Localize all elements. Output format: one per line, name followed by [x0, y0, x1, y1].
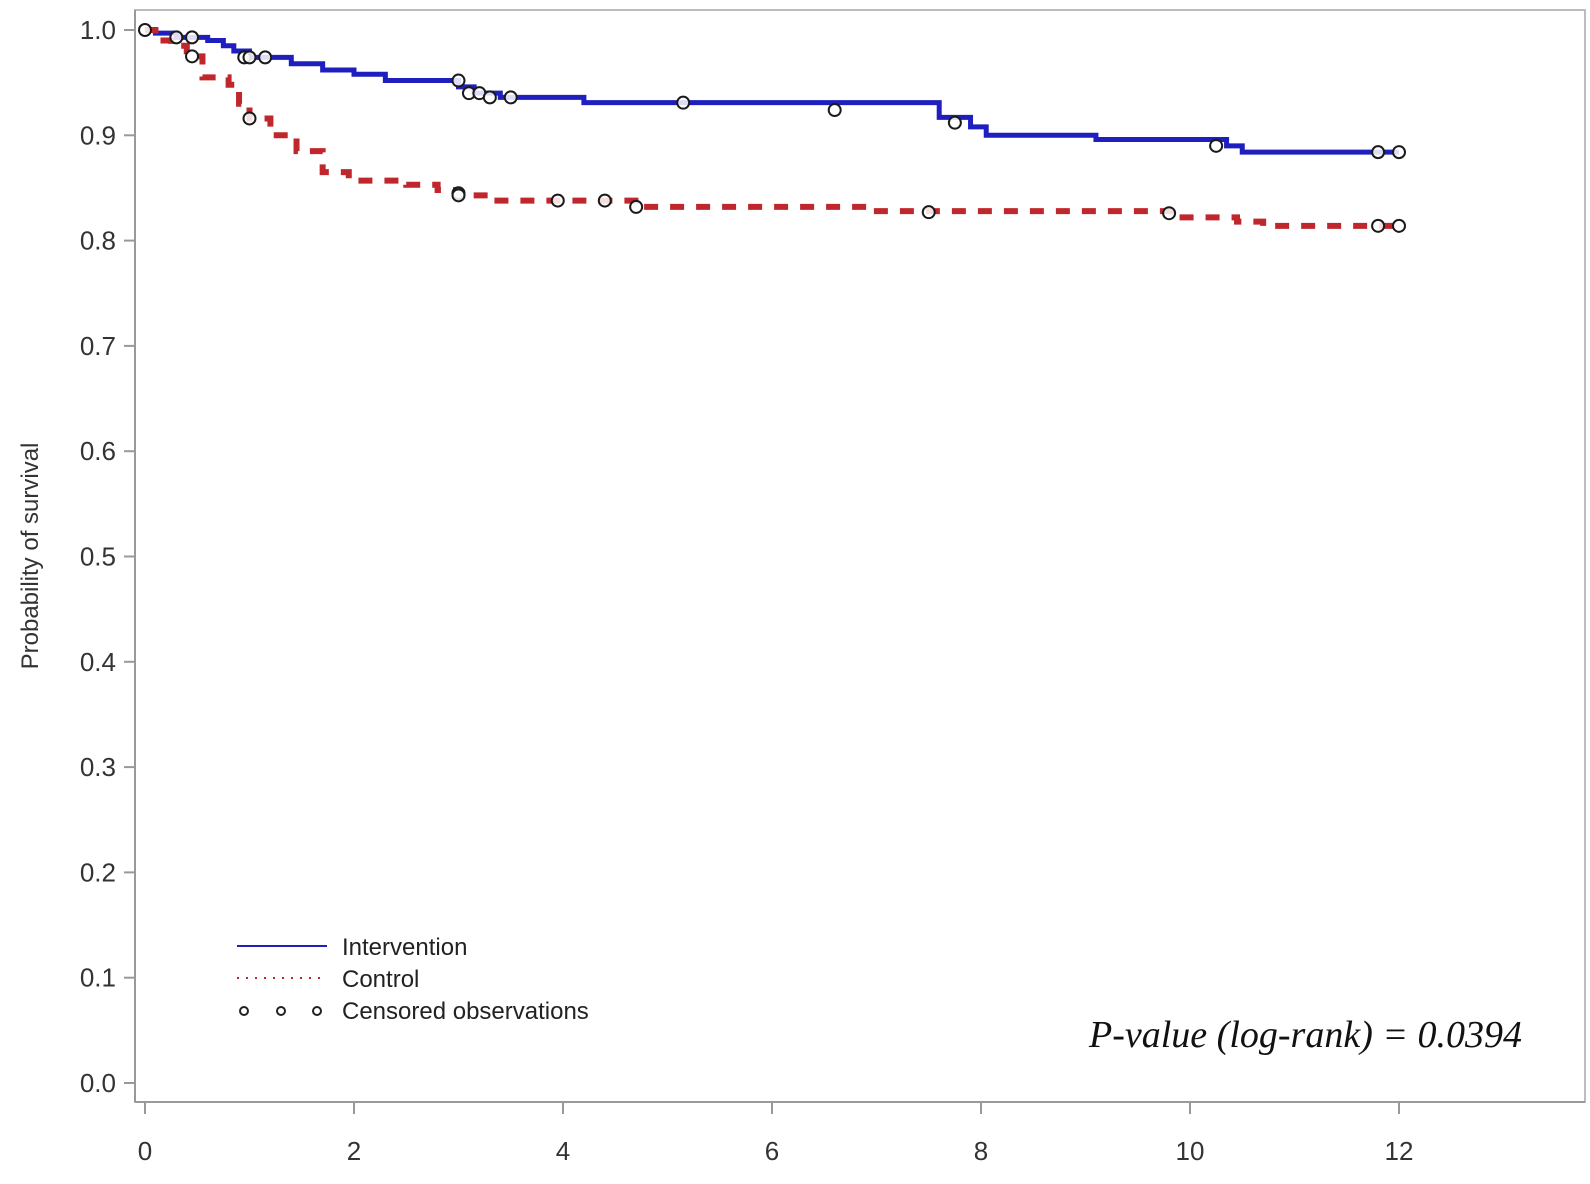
- x-tick-label: 6: [765, 1136, 779, 1166]
- p-value-annotation: P-value (log-rank) = 0.0394: [1088, 1014, 1522, 1056]
- y-tick-label: 1.0: [80, 15, 116, 45]
- censor-marker-control: [550, 193, 565, 208]
- censor-marker-control: [185, 49, 200, 64]
- censor-marker-intervention: [242, 50, 257, 65]
- y-tick-label: 0.5: [80, 542, 116, 572]
- censored-markers-layer: [138, 23, 1406, 233]
- y-tick-label: 0.4: [80, 647, 116, 677]
- legend: Intervention Control Censored observatio…: [237, 934, 589, 1025]
- y-tick-label: 0.7: [80, 331, 116, 361]
- y-tick-label: 0.0: [80, 1068, 116, 1098]
- censor-marker-control: [451, 188, 466, 203]
- y-axis-title: Probability of survival: [17, 443, 44, 670]
- censor-marker-control: [138, 23, 152, 37]
- x-tick-label: 4: [556, 1136, 570, 1166]
- legend-censor-marker-3: [312, 1006, 322, 1016]
- censor-marker-control: [242, 111, 257, 126]
- series-line-intervention: [145, 27, 1399, 155]
- x-tick-label: 2: [347, 1136, 361, 1166]
- legend-censored-label: Censored observations: [342, 998, 589, 1025]
- x-axis-ticks: 0 2 4 6 8 10 12: [138, 1102, 1414, 1166]
- legend-intervention-label: Intervention: [342, 934, 467, 961]
- y-tick-label: 0.1: [80, 963, 116, 993]
- y-tick-label: 0.2: [80, 857, 116, 887]
- censor-marker-intervention: [482, 90, 497, 105]
- censor-marker-intervention: [827, 103, 842, 118]
- censor-marker-intervention: [503, 90, 518, 105]
- censor-marker-intervention: [451, 73, 466, 88]
- censor-marker-control: [1371, 218, 1386, 233]
- series-line-control: [145, 27, 1399, 229]
- censor-marker-intervention: [258, 50, 273, 65]
- legend-censor-marker-2: [276, 1006, 286, 1016]
- series-layer: [145, 27, 1399, 229]
- x-tick-label: 0: [138, 1136, 152, 1166]
- x-tick-label: 12: [1385, 1136, 1414, 1166]
- censor-marker-intervention: [1209, 138, 1224, 153]
- y-tick-label: 0.9: [80, 120, 116, 150]
- y-axis-ticks: 0.0 0.1 0.2 0.3 0.4 0.5 0.6 0.7 0.8 0.9 1.0: [80, 15, 135, 1098]
- censor-marker-intervention: [1371, 145, 1386, 160]
- y-tick-label: 0.8: [80, 226, 116, 256]
- censor-marker-control: [1392, 218, 1406, 233]
- x-tick-label: 8: [974, 1136, 988, 1166]
- censor-marker-intervention: [1392, 145, 1406, 160]
- legend-censor-marker-1: [239, 1006, 249, 1016]
- censor-marker-control: [629, 199, 644, 214]
- y-tick-label: 0.3: [80, 752, 116, 782]
- legend-control-label: Control: [342, 966, 419, 993]
- y-tick-label: 0.6: [80, 436, 116, 466]
- censor-marker-intervention: [169, 30, 184, 45]
- censor-marker-intervention: [676, 95, 691, 110]
- censor-marker-control: [597, 193, 612, 208]
- censor-marker-control: [921, 205, 936, 220]
- x-tick-label: 10: [1176, 1136, 1205, 1166]
- censor-marker-intervention: [185, 30, 200, 45]
- censor-marker-control: [1162, 206, 1177, 221]
- censor-marker-intervention: [947, 115, 962, 130]
